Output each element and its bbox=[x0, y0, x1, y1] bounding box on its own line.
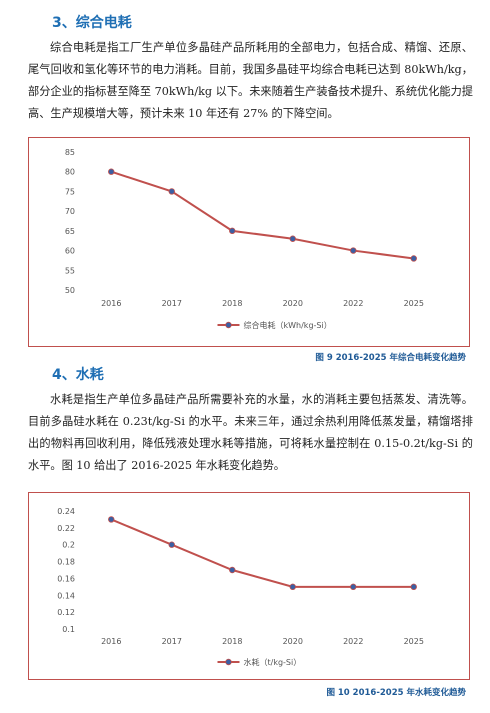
section-4-heading: 4、水耗 bbox=[52, 367, 104, 383]
legend-label: 水耗（t/kg-Si） bbox=[244, 657, 302, 667]
data-point bbox=[350, 583, 357, 591]
figure-10-caption: 图 10 2016-2025 年水耗变化趋势 bbox=[326, 688, 466, 698]
data-point bbox=[168, 188, 175, 195]
data-point bbox=[289, 235, 296, 242]
y-tick-label: 0.2 bbox=[62, 541, 75, 550]
y-tick-label: 0.16 bbox=[57, 574, 75, 583]
data-point bbox=[410, 583, 417, 591]
y-tick-label: 0.18 bbox=[57, 558, 75, 567]
legend-marker bbox=[225, 658, 232, 666]
section-3-paragraph: 综合电耗是指工厂生产单位多晶硅产品所耗用的全部电力，包括合成、精馏、还原、尾气回… bbox=[28, 41, 473, 120]
x-tick-label: 2017 bbox=[162, 637, 182, 646]
data-point bbox=[229, 566, 236, 574]
x-tick-label: 2017 bbox=[162, 299, 182, 308]
y-tick-label: 60 bbox=[65, 247, 75, 256]
data-point bbox=[108, 516, 115, 523]
x-tick-label: 2020 bbox=[283, 637, 303, 646]
x-tick-label: 2020 bbox=[283, 299, 303, 308]
x-tick-label: 2016 bbox=[101, 637, 121, 646]
data-point bbox=[108, 168, 115, 175]
x-tick-label: 2022 bbox=[343, 299, 363, 308]
section-4-paragraph: 水耗是指生产单位多晶硅产品所需要补充的水量，水的消耗主要包括蒸发、清洗等。目前多… bbox=[28, 393, 473, 472]
x-tick-label: 2018 bbox=[222, 299, 242, 308]
x-tick-label: 2016 bbox=[101, 299, 121, 308]
x-tick-label: 2025 bbox=[404, 637, 424, 646]
data-point bbox=[410, 255, 417, 262]
legend-marker bbox=[225, 321, 232, 329]
series-line bbox=[110, 518, 414, 588]
water-consumption-chart-svg: 0.1 0.12 0.14 0.16 0.18 0.2 0.22 0.24 2016 2017 20… bbox=[57, 507, 424, 667]
y-tick-label: 50 bbox=[65, 286, 75, 295]
data-point bbox=[168, 541, 175, 548]
y-tick-label: 0.24 bbox=[57, 507, 75, 516]
x-tick-label: 2018 bbox=[222, 637, 242, 646]
x-tick-label: 2025 bbox=[404, 299, 424, 308]
y-tick-label: 75 bbox=[65, 187, 75, 196]
legend-label: 综合电耗（kWh/kg-Si） bbox=[244, 320, 332, 330]
data-point bbox=[350, 247, 357, 254]
y-tick-label: 0.1 bbox=[62, 625, 75, 634]
series-line bbox=[110, 170, 414, 260]
y-tick-label: 0.14 bbox=[57, 591, 75, 600]
x-tick-label: 2022 bbox=[343, 637, 363, 646]
y-tick-label: 85 bbox=[65, 148, 75, 157]
section-3-heading: 3、综合电耗 bbox=[52, 15, 132, 31]
figure-9-caption: 图 9 2016-2025 年综合电耗变化趋势 bbox=[315, 353, 466, 363]
data-point bbox=[229, 227, 236, 235]
y-tick-label: 0.12 bbox=[57, 608, 75, 617]
y-tick-label: 55 bbox=[65, 266, 75, 275]
power-consumption-chart-svg: 50 55 60 65 70 75 80 85 2016 2017 2018 2020 2022 2025… bbox=[65, 148, 424, 330]
power-consumption-chart: 50 55 60 65 70 75 80 85 2016 2017 2018 2020 2022 2025… bbox=[28, 137, 470, 347]
water-consumption-chart: 0.1 0.12 0.14 0.16 0.18 0.2 0.22 0.24 2016 2017 20… bbox=[28, 492, 470, 680]
y-tick-label: 70 bbox=[65, 207, 75, 216]
y-tick-label: 65 bbox=[65, 227, 75, 236]
data-point bbox=[289, 583, 296, 591]
y-tick-label: 80 bbox=[65, 168, 75, 177]
y-tick-label: 0.22 bbox=[57, 524, 75, 533]
